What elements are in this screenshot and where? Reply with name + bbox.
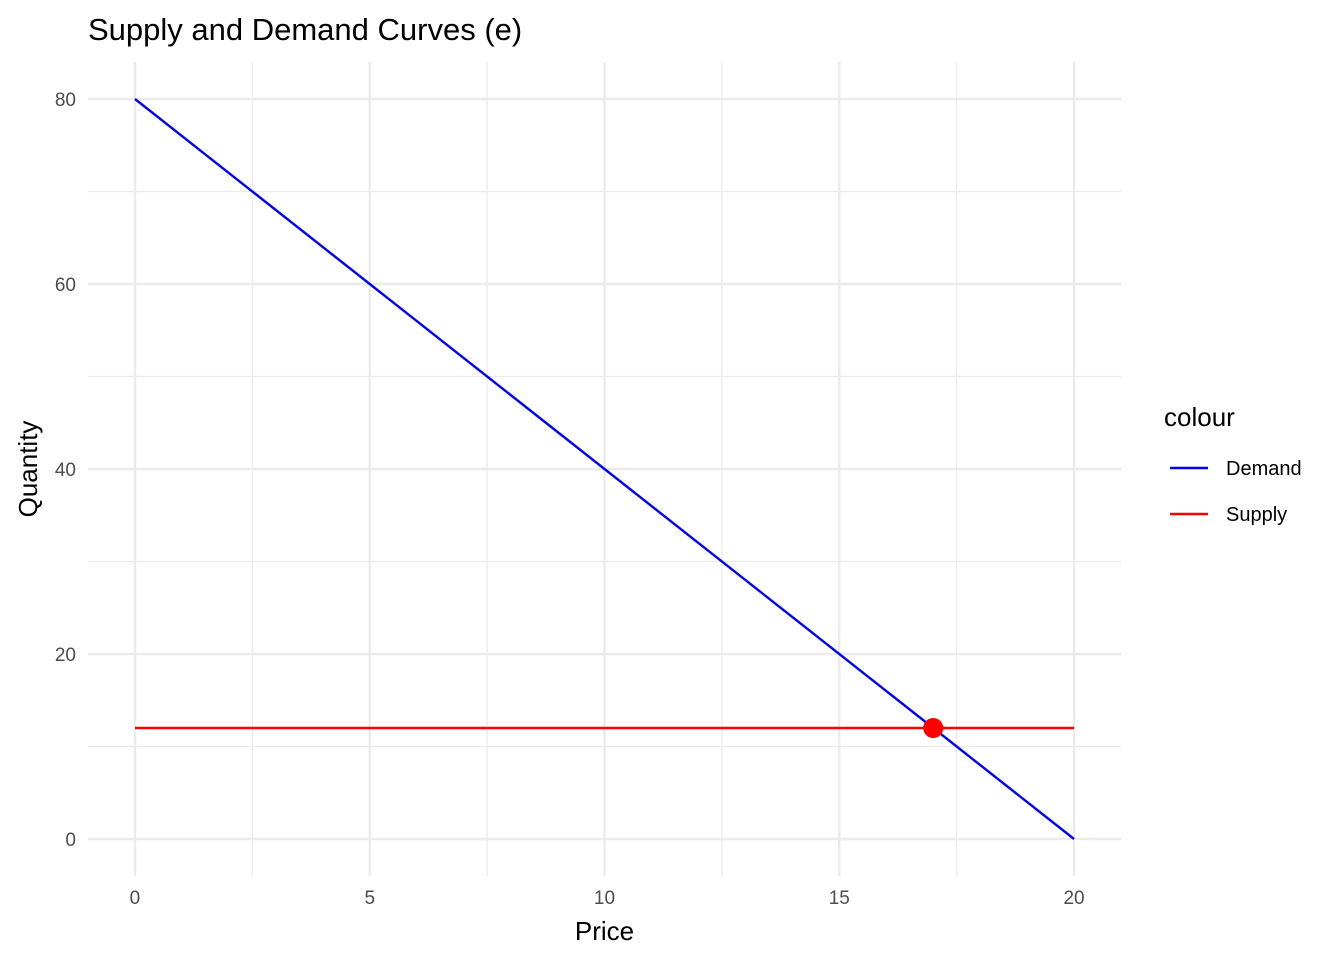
x-axis-title: Price xyxy=(575,916,634,946)
y-tick-label: 20 xyxy=(55,645,76,666)
legend-title: colour xyxy=(1164,402,1235,432)
demand-legend-label: Demand xyxy=(1226,458,1302,480)
x-tick-label: 15 xyxy=(829,888,850,909)
x-axis-ticks: 0 5 10 15 20 xyxy=(130,888,1085,909)
chart-title: Supply and Demand Curves (e) xyxy=(88,12,522,47)
x-tick-label: 10 xyxy=(594,888,615,909)
x-tick-label: 20 xyxy=(1063,888,1084,909)
x-tick-label: 0 xyxy=(130,888,141,909)
y-tick-label: 60 xyxy=(55,275,76,296)
plot-series xyxy=(134,98,1075,840)
y-tick-label: 80 xyxy=(55,90,76,111)
equilibrium-point xyxy=(923,718,944,738)
y-tick-label: 0 xyxy=(65,830,76,851)
y-tick-label: 40 xyxy=(55,460,76,481)
legend-entries: Demand Supply xyxy=(1170,458,1302,526)
y-axis-ticks: 0 20 40 60 80 xyxy=(55,90,76,851)
grid xyxy=(88,62,1121,876)
y-axis-title: Quantity xyxy=(13,421,43,518)
supply-legend-label: Supply xyxy=(1226,504,1287,526)
demand-line xyxy=(134,98,1075,840)
x-tick-label: 5 xyxy=(364,888,375,909)
legend: colour Demand Supply xyxy=(1164,402,1302,526)
